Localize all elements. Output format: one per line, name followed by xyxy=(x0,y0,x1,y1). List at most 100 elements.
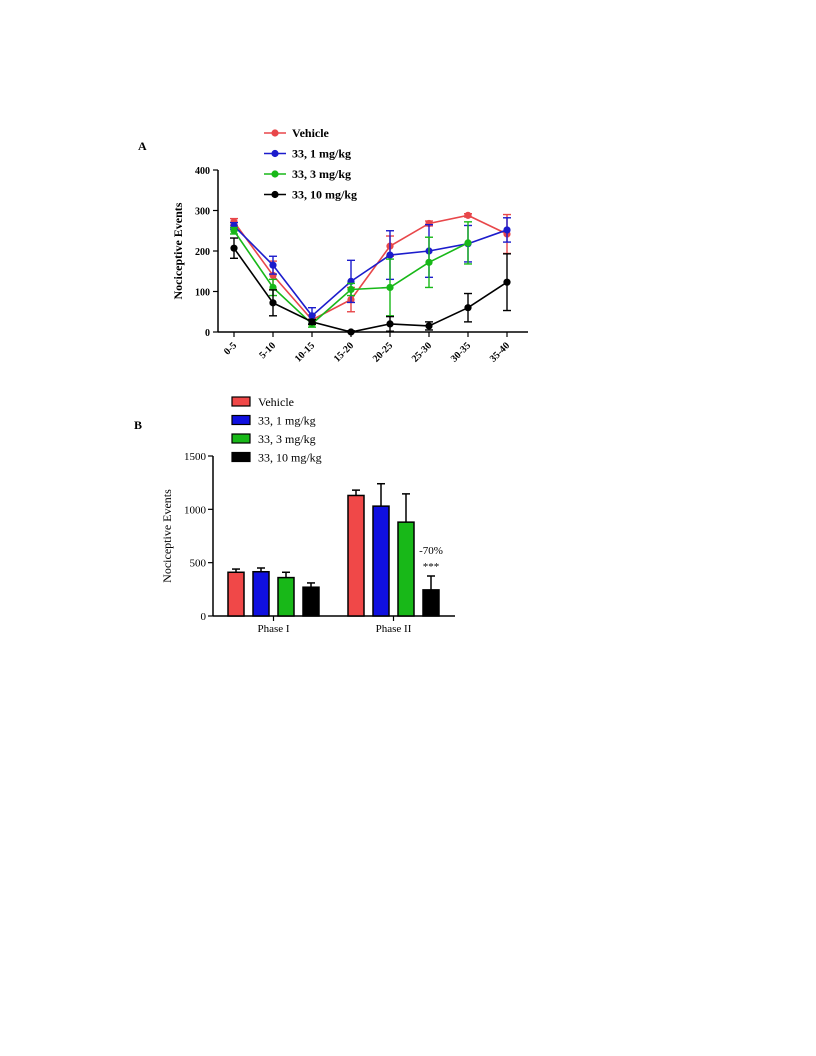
legend-label: 33, 10 mg/kg xyxy=(292,188,357,202)
error-bar xyxy=(402,493,410,523)
legend-item-33-1-mg-kg: 33, 1 mg/kg xyxy=(264,147,351,161)
series-33-3-mg-kg xyxy=(277,493,415,617)
data-point xyxy=(308,318,316,326)
legend-marker xyxy=(271,129,279,137)
series-line xyxy=(233,247,508,333)
x-tick-label: 0-5 xyxy=(222,340,239,357)
legend-item-vehicle: Vehicle xyxy=(231,395,294,409)
error-bar xyxy=(257,567,265,572)
data-point xyxy=(386,251,394,259)
panel-b-axes: 0 500 1000 1500 Phase I Phase II Nociceptive E… xyxy=(160,451,455,635)
series-33-10-mg-kg xyxy=(302,575,440,617)
data-point xyxy=(230,227,238,235)
bar xyxy=(347,494,365,617)
legend-label: 33, 10 mg/kg xyxy=(258,451,322,465)
series-vehicle xyxy=(227,489,365,617)
data-point xyxy=(464,211,472,219)
percent-change-label: -70% xyxy=(419,545,443,557)
bar xyxy=(302,586,320,617)
x-tick-label: 20-25 xyxy=(371,340,395,364)
data-point xyxy=(503,226,511,234)
bar xyxy=(277,576,295,617)
series-line xyxy=(233,225,508,317)
panel-a-legend: Vehicle 33, 1 mg/kg 33, 3 mg/kg 33, 10 mg/k… xyxy=(264,126,357,202)
data-point xyxy=(308,312,316,320)
panel-b-legend: Vehicle 33, 1 mg/kg 33, 3 mg/kg 33, 10 mg/k… xyxy=(231,395,322,465)
y-tick-label: 500 xyxy=(190,558,207,570)
error-bar xyxy=(377,482,385,507)
x-tick-label: Phase II xyxy=(376,623,412,635)
legend-swatch xyxy=(231,451,251,463)
y-tick-label: 1000 xyxy=(184,504,207,516)
panel-b-label: B xyxy=(134,418,142,432)
bar xyxy=(372,505,390,617)
y-tick-label: 200 xyxy=(195,247,210,258)
significance-label: *** xyxy=(423,561,440,573)
legend-item-33-3-mg-kg: 33, 3 mg/kg xyxy=(231,432,316,446)
y-axis-title: Nociceptive Events xyxy=(160,489,174,583)
y-tick-label: 0 xyxy=(201,611,207,623)
panel-a-plot xyxy=(230,211,511,336)
legend-swatch xyxy=(231,433,251,444)
data-point xyxy=(503,278,511,286)
data-point xyxy=(347,328,355,336)
x-tick-label: Phase I xyxy=(257,623,289,635)
legend-marker xyxy=(271,170,279,178)
series-33-1-mg-kg xyxy=(252,482,390,617)
data-point xyxy=(269,299,277,307)
legend-item-33-1-mg-kg: 33, 1 mg/kg xyxy=(231,414,316,428)
data-point xyxy=(386,283,394,292)
legend-item-vehicle: Vehicle xyxy=(264,126,330,140)
x-tick-label: 30-35 xyxy=(449,340,473,364)
error-bar xyxy=(307,582,315,588)
data-point xyxy=(386,320,394,328)
y-tick-label: 1500 xyxy=(184,451,207,463)
panel-a: A Vehicle 33, 1 mg/kg 33, 3 mg/kg 33, 10 mg… xyxy=(138,126,528,365)
legend-item-33-10-mg-kg: 33, 10 mg/kg xyxy=(264,188,357,202)
legend-swatch xyxy=(231,414,251,426)
x-tick-label: 10-15 xyxy=(293,340,317,364)
bar xyxy=(397,521,415,617)
y-tick-label: 300 xyxy=(195,207,210,218)
legend-item-33-3-mg-kg: 33, 3 mg/kg xyxy=(264,167,351,181)
bar xyxy=(227,571,245,617)
data-point xyxy=(347,285,355,294)
y-tick-label: 100 xyxy=(195,288,210,299)
data-point xyxy=(230,244,238,252)
series-line xyxy=(233,214,508,321)
legend-label: 33, 3 mg/kg xyxy=(292,167,351,181)
data-point xyxy=(269,261,277,269)
x-tick-label: 5-10 xyxy=(257,340,278,361)
legend-label: Vehicle xyxy=(292,126,330,140)
legend-label: 33, 3 mg/kg xyxy=(258,432,316,446)
x-tick-label: 15-20 xyxy=(332,340,356,364)
bar xyxy=(252,570,270,617)
legend-label: 33, 1 mg/kg xyxy=(292,147,351,161)
panel-b-plot: -70% *** xyxy=(227,482,443,617)
data-point xyxy=(425,322,433,330)
legend-marker xyxy=(271,149,279,158)
legend-label: Vehicle xyxy=(258,395,294,409)
error-bar xyxy=(282,571,290,578)
legend-item-33-10-mg-kg: 33, 10 mg/kg xyxy=(231,451,322,465)
x-tick-label: 35-40 xyxy=(488,340,512,364)
legend-swatch xyxy=(231,396,251,407)
error-bar xyxy=(352,489,360,496)
legend-marker xyxy=(271,190,279,199)
data-point xyxy=(464,304,472,312)
data-point xyxy=(464,239,472,247)
series-33-3-mg-kg xyxy=(230,221,472,328)
legend-label: 33, 1 mg/kg xyxy=(258,414,316,428)
series-33-10-mg-kg xyxy=(230,237,511,336)
x-tick-label: 25-30 xyxy=(410,340,434,364)
annotations: -70% *** xyxy=(419,545,443,573)
y-tick-label: 0 xyxy=(205,328,210,339)
y-axis-title: Nociceptive Events xyxy=(171,202,185,299)
error-bar xyxy=(427,575,435,590)
panel-a-label: A xyxy=(138,139,147,153)
bar xyxy=(422,589,440,617)
panel-b: B Vehicle 33, 1 mg/kg 33, 3 mg/kg 33, 10 mg… xyxy=(134,395,455,635)
error-bar xyxy=(232,568,240,573)
y-tick-label: 400 xyxy=(195,166,210,177)
